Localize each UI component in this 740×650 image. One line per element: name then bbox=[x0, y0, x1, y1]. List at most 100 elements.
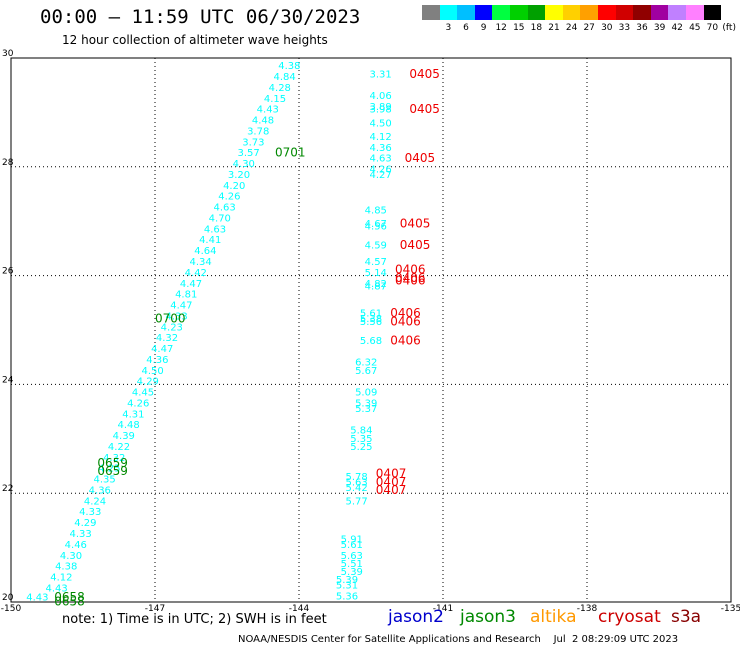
swh-point-jason3: 4.43 bbox=[257, 105, 279, 116]
colorbar-swatch bbox=[492, 5, 510, 20]
swh-point-cryosat: 6.32 bbox=[355, 358, 377, 369]
x-tick-label: -135 bbox=[721, 604, 740, 614]
colorbar-label: 36 bbox=[636, 23, 648, 33]
swh-point-jason3: 4.26 bbox=[218, 192, 240, 203]
swh-point-jason3: 3.20 bbox=[228, 170, 250, 181]
swh-point-cryosat: 4.82 bbox=[365, 279, 387, 290]
colorbar-label: 21 bbox=[548, 23, 560, 33]
swh-point-cryosat: 3.98 bbox=[369, 105, 391, 116]
x-tick-label: -147 bbox=[145, 604, 165, 614]
x-tick-label: -150 bbox=[1, 604, 22, 614]
swh-point-cryosat: 4.26 bbox=[369, 165, 391, 176]
swh-point-jason3: 4.29 bbox=[74, 518, 96, 529]
page-title: 00:00 — 11:59 UTC 06/30/2023 bbox=[40, 6, 361, 28]
colorbar-label: 45 bbox=[689, 23, 701, 33]
time-label-cryosat: 0406 bbox=[390, 333, 421, 347]
swh-point-cryosat: 4.36 bbox=[369, 143, 391, 154]
y-tick-label: 22 bbox=[2, 484, 13, 494]
swh-point-cryosat: 5.61 bbox=[341, 540, 363, 551]
time-label-cryosat: 0406 bbox=[395, 271, 426, 285]
colorbar-unit: (ft) bbox=[722, 23, 736, 33]
chart-subtitle: 12 hour collection of altimeter wave hei… bbox=[62, 33, 328, 47]
swh-point-cryosat: 4.57 bbox=[365, 257, 387, 268]
time-label-cryosat: 0405 bbox=[409, 67, 440, 81]
swh-point-jason3: 4.33 bbox=[165, 311, 187, 322]
swh-point-jason3: 4.48 bbox=[252, 116, 274, 127]
colorbar-swatch bbox=[545, 5, 563, 20]
satellite-s3a: s3a bbox=[671, 607, 702, 627]
swh-point-jason3: 4.35 bbox=[93, 475, 115, 486]
swh-point-cryosat: 5.09 bbox=[355, 388, 377, 399]
colorbar-label: 33 bbox=[618, 23, 631, 33]
satellite-altika: altika bbox=[530, 607, 577, 627]
colorbar-label: 42 bbox=[671, 23, 683, 33]
swh-point-jason3: 4.39 bbox=[113, 431, 135, 442]
swh-point-cryosat: 3.89 bbox=[369, 102, 391, 113]
colorbar-swatch bbox=[439, 5, 458, 20]
colorbar-swatch bbox=[580, 5, 598, 20]
swh-point-cryosat: 5.39 bbox=[336, 575, 358, 586]
plot-frame bbox=[10, 57, 732, 603]
swh-point-cryosat: 4.59 bbox=[365, 241, 387, 252]
colorbar-label: 27 bbox=[583, 23, 595, 33]
swh-point-jason3: 4.34 bbox=[189, 257, 211, 268]
colorbar-swatch bbox=[668, 5, 686, 20]
time-label-jason3: 0700 bbox=[155, 312, 186, 326]
x-tick-label: -144 bbox=[289, 604, 310, 614]
swh-point-jason3: 4.20 bbox=[223, 181, 245, 192]
colorbar-swatch bbox=[527, 5, 546, 20]
y-tick-label: 20 bbox=[2, 593, 14, 603]
colorbar-swatch bbox=[422, 5, 440, 20]
y-tick-label: 26 bbox=[2, 267, 14, 277]
swh-point-jason3: 4.48 bbox=[117, 420, 139, 431]
swh-point-jason3: 4.29 bbox=[137, 377, 159, 388]
time-label-cryosat: 0406 bbox=[390, 314, 421, 328]
swh-point-jason3: 4.24 bbox=[84, 496, 106, 507]
swh-point-cryosat: 5.84 bbox=[350, 426, 372, 437]
colorbar-label: 24 bbox=[565, 23, 578, 33]
credit-line: NOAA/NESDIS Center for Satellite Applica… bbox=[238, 634, 679, 645]
swh-point-jason3: 4.22 bbox=[108, 442, 130, 453]
swh-point-cryosat: 4.87 bbox=[365, 281, 387, 292]
swh-point-cryosat: 5.78 bbox=[345, 472, 367, 483]
swh-point-jason3: 3.57 bbox=[237, 148, 259, 159]
swh-point-jason3: 4.28 bbox=[269, 83, 291, 94]
time-label-jason3: 0659 bbox=[97, 456, 128, 470]
swh-point-jason3: 4.47 bbox=[170, 301, 192, 312]
colorbar-swatch bbox=[457, 5, 475, 20]
time-label-cryosat: 0406 bbox=[395, 263, 426, 277]
swh-point-cryosat: 5.35 bbox=[350, 434, 372, 445]
swh-point-cryosat: 5.37 bbox=[355, 404, 377, 415]
swh-point-cryosat: 5.25 bbox=[350, 442, 372, 453]
swh-point-cryosat: 5.36 bbox=[336, 592, 358, 603]
swh-point-cryosat: 4.27 bbox=[369, 170, 391, 181]
swh-point-jason3: 4.84 bbox=[273, 72, 295, 83]
swh-point-jason3: 4.81 bbox=[175, 290, 197, 301]
swh-point-jason3: 4.25 bbox=[98, 464, 120, 475]
swh-point-cryosat: 4.63 bbox=[369, 154, 391, 165]
swh-point-cryosat: 5.67 bbox=[355, 366, 377, 377]
swh-point-jason3: 4.30 bbox=[233, 159, 255, 170]
colorbar-label: 30 bbox=[601, 23, 613, 33]
swh-point-cryosat: 5.42 bbox=[345, 483, 367, 494]
colorbar-swatch bbox=[474, 5, 493, 20]
swh-point-jason3: 4.32 bbox=[103, 453, 125, 464]
colorbar-label: 9 bbox=[480, 23, 487, 33]
swh-point-cryosat: 4.06 bbox=[369, 91, 391, 102]
swh-point-cryosat: 5.77 bbox=[345, 496, 367, 507]
swh-point-jason3: 4.15 bbox=[264, 94, 286, 105]
satellite-jason2: jason2 bbox=[388, 607, 444, 627]
satellite-jason3: jason3 bbox=[460, 607, 516, 627]
swh-point-jason3: 4.38 bbox=[278, 61, 300, 72]
time-label-cryosat: 0405 bbox=[400, 216, 431, 230]
swh-point-cryosat: 3.31 bbox=[369, 69, 391, 80]
colorbar-label: 70 bbox=[706, 23, 719, 33]
swh-point-jason3: 4.41 bbox=[199, 235, 221, 246]
swh-point-jason3: 4.30 bbox=[60, 551, 82, 562]
time-label-cryosat: 0405 bbox=[409, 102, 440, 116]
colorbar-label: 39 bbox=[653, 23, 666, 33]
swh-point-jason3: 3.78 bbox=[247, 126, 269, 137]
swh-point-jason3: 4.32 bbox=[156, 333, 178, 344]
swh-point-cryosat: 5.39 bbox=[355, 398, 377, 409]
